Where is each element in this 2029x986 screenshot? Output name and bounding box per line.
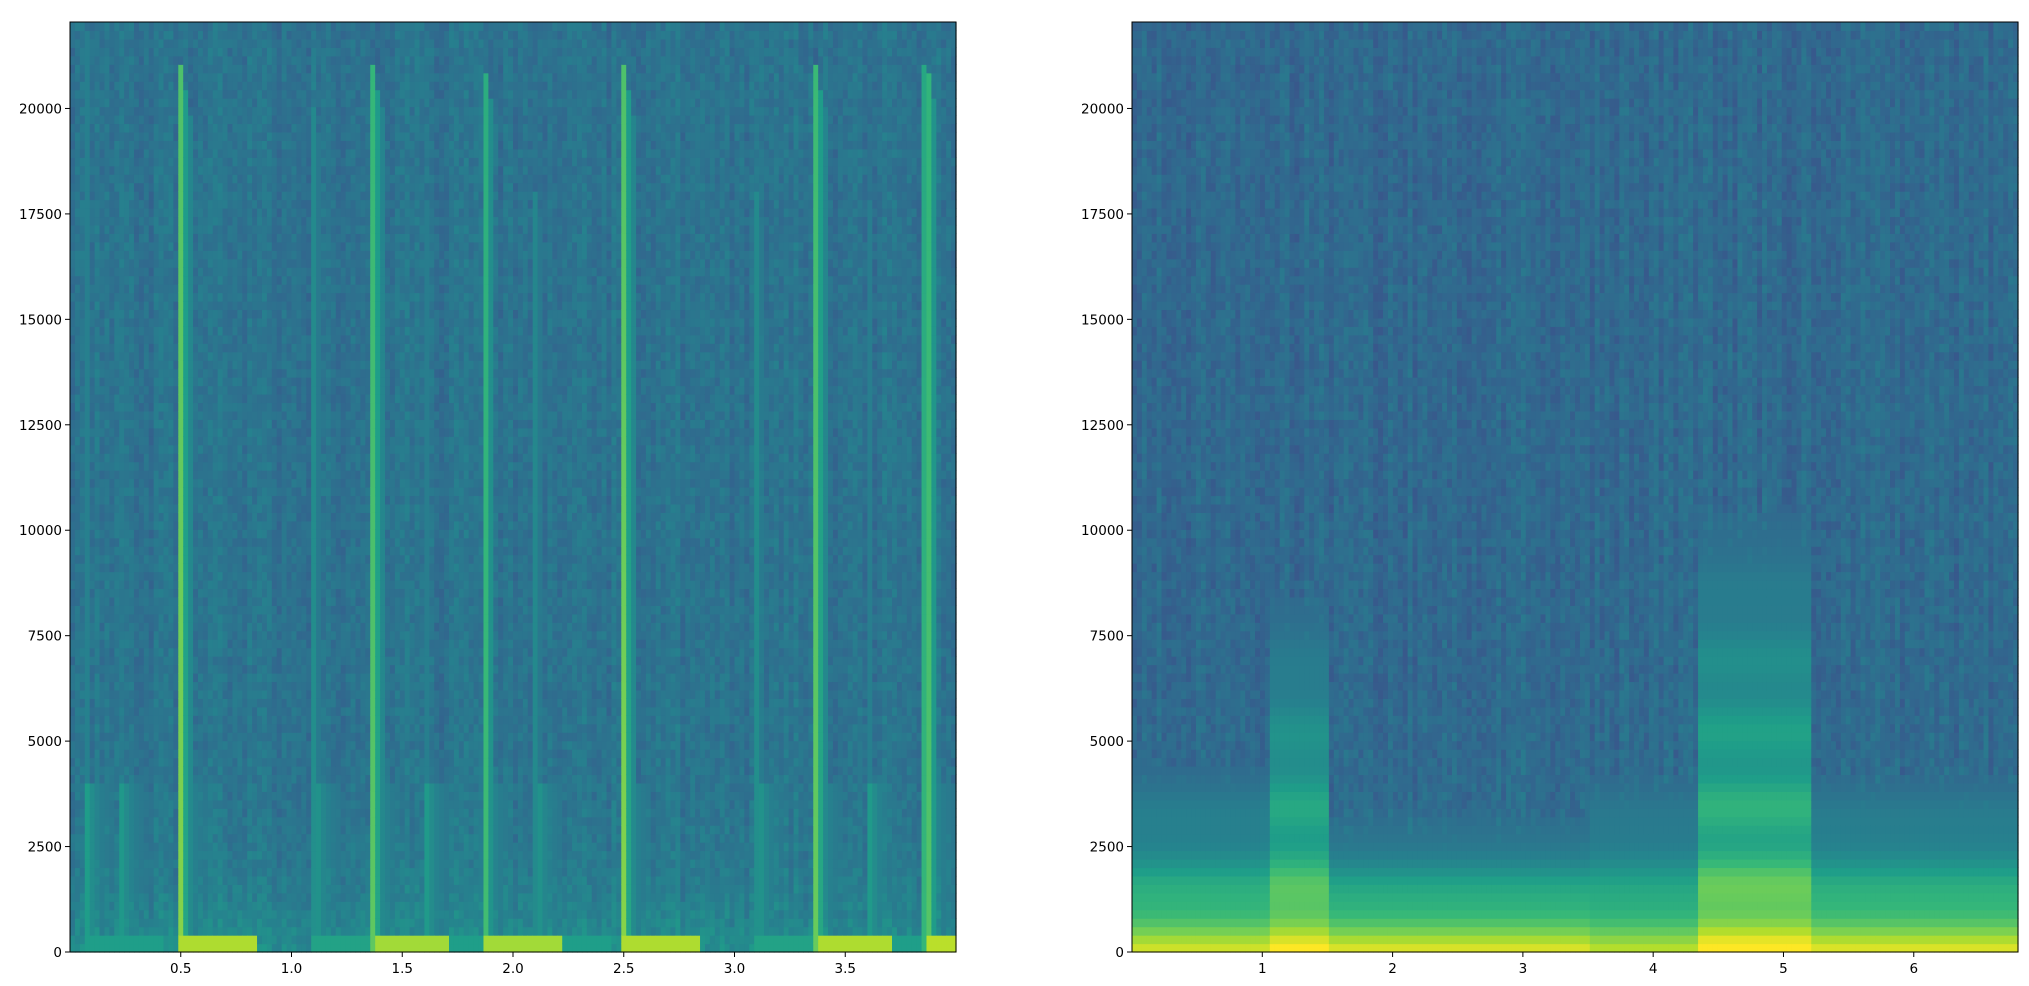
plot-frame [1131,21,2019,953]
y-tick-label: 12500 [19,418,62,434]
y-tick-label: 7500 [28,629,62,645]
x-tick-label: 4 [1649,961,1658,977]
y-tick-label: 15000 [1081,312,1124,328]
y-tick-label: 12500 [1081,418,1124,434]
x-tick-label: 0.5 [170,961,191,977]
x-tick-label: 3 [1519,961,1528,977]
x-tick-label: 3.5 [835,961,856,977]
y-tick-label: 5000 [1090,734,1124,750]
x-tick-label: 1.5 [392,961,413,977]
x-tick-label: 1 [1258,961,1267,977]
y-tick-label: 0 [53,945,62,961]
y-tick-label: 20000 [1081,101,1124,117]
y-tick-label: 17500 [1081,207,1124,223]
y-tick-label: 17500 [19,207,62,223]
y-tick-label: 15000 [19,312,62,328]
y-tick-label: 20000 [19,101,62,117]
y-tick-label: 2500 [28,840,62,856]
x-tick-label: 1.0 [281,961,302,977]
x-tick-label: 6 [1909,961,1918,977]
left-spectrogram-panel: 0 2500 5000 7500 10000 12500 15000 17500 20000 0.… [0,0,1014,986]
y-tick-label: 10000 [19,523,62,539]
y-tick-label: 7500 [1090,629,1124,645]
x-tick-label: 3.0 [724,961,745,977]
y-tick-label: 0 [1115,945,1124,961]
right-spectrogram-panel: 0 2500 5000 7500 10000 12500 15000 17500 20000 1 2… [1014,0,2029,986]
left-spectrogram-chart: 0 2500 5000 7500 10000 12500 15000 17500 20000 0.… [19,21,957,977]
x-tick-label: 2 [1388,961,1397,977]
spectrogram-cells [70,22,957,953]
right-spectrogram-chart: 0 2500 5000 7500 10000 12500 15000 17500 20000 1 2… [1081,21,2019,977]
y-tick-label: 2500 [1090,840,1124,856]
y-tick-label: 10000 [1081,523,1124,539]
spectrogram-cells [1132,22,2019,953]
y-tick-label: 5000 [28,734,62,750]
x-tick-label: 5 [1779,961,1788,977]
x-tick-label: 2.0 [502,961,523,977]
x-tick-label: 2.5 [613,961,634,977]
